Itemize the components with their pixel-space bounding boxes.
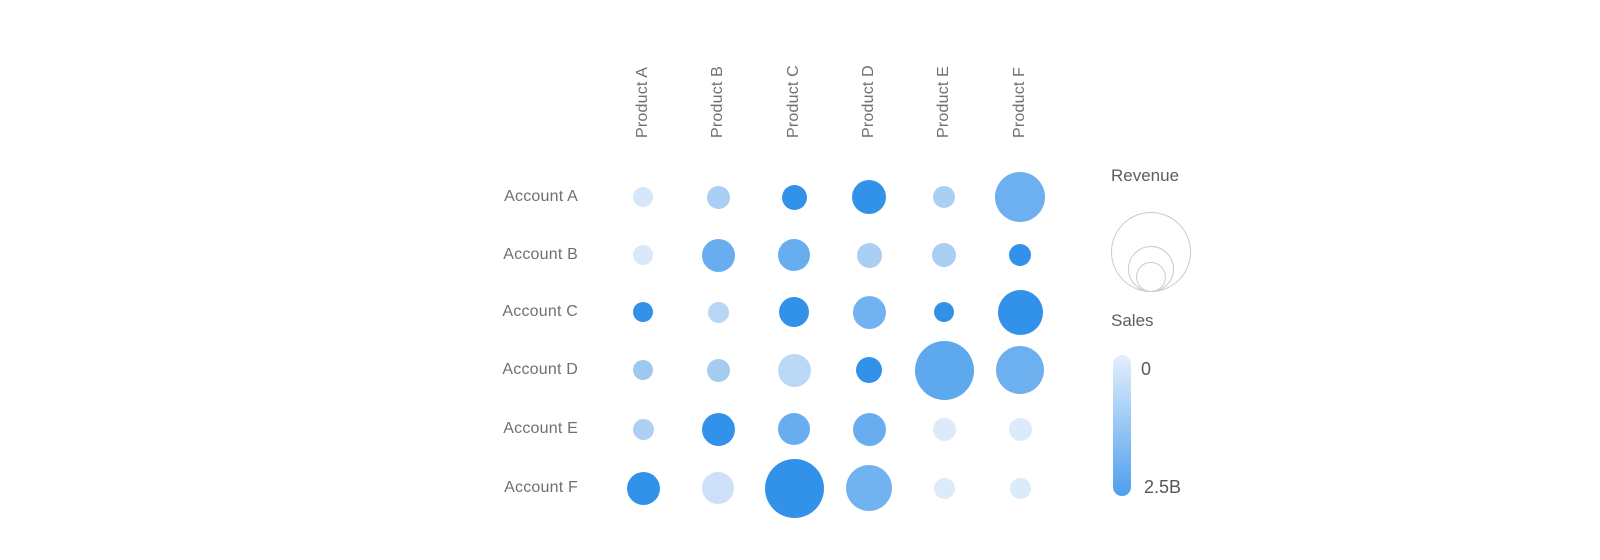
sales-min-tick: 0 (1141, 359, 1152, 379)
bubble-account-f-product-b[interactable] (702, 472, 734, 504)
bubble-account-d-product-a[interactable] (633, 360, 653, 380)
bubble-account-f-product-e[interactable] (933, 477, 955, 499)
bubble-account-f-product-f[interactable] (1009, 477, 1031, 499)
bubble-account-b-product-a[interactable] (633, 245, 653, 265)
bubble-account-a-product-b[interactable] (706, 185, 730, 209)
bubble-account-f-product-a[interactable] (626, 471, 660, 505)
row-label-account-f: Account F (504, 479, 578, 496)
col-label-product-c: Product C (785, 65, 802, 138)
bubble-account-b-product-b[interactable] (701, 238, 735, 272)
bubble-account-a-product-f[interactable] (995, 172, 1045, 222)
bubble-account-d-product-c[interactable] (777, 353, 811, 387)
bubble-account-e-product-a[interactable] (632, 418, 654, 440)
bubble-account-c-product-c[interactable] (779, 297, 809, 327)
bubble-account-d-product-e[interactable] (914, 340, 974, 400)
sales-legend-title: Sales (1111, 311, 1154, 330)
bubble-account-b-product-e[interactable] (932, 243, 956, 267)
col-label-product-d: Product D (860, 65, 877, 138)
col-label-product-e: Product E (935, 65, 952, 138)
bubble-account-e-product-b[interactable] (701, 412, 735, 446)
col-label-product-a: Product A (634, 66, 651, 138)
sales-max-tick: 2.5B (1144, 477, 1182, 497)
col-label-product-b: Product B (709, 65, 726, 138)
bubble-account-f-product-c[interactable] (764, 458, 824, 518)
bubble-account-a-product-e[interactable] (933, 186, 955, 208)
row-label-account-a: Account A (504, 188, 578, 205)
bubble-account-b-product-d[interactable] (856, 242, 882, 268)
bubble-account-f-product-d[interactable] (846, 465, 892, 511)
bubble-account-c-product-e[interactable] (934, 302, 954, 322)
bubble-account-d-product-b[interactable] (706, 358, 730, 382)
row-label-account-c: Account C (502, 303, 578, 320)
revenue-legend-circle-3 (1136, 262, 1166, 292)
row-label-account-b: Account B (503, 246, 578, 263)
bubble-account-a-product-a[interactable] (633, 187, 653, 207)
col-label-product-f: Product F (1011, 66, 1028, 138)
revenue-legend-title: Revenue (1111, 166, 1180, 185)
bubble-account-b-product-f[interactable] (1009, 244, 1031, 266)
bubble-account-c-product-d[interactable] (852, 295, 886, 329)
bubble-account-e-product-f[interactable] (1008, 417, 1032, 441)
bubble-account-e-product-e[interactable] (932, 417, 956, 441)
bubble-account-d-product-d[interactable] (856, 357, 882, 383)
bubble-account-a-product-c[interactable] (781, 184, 807, 210)
bubble-account-d-product-f[interactable] (996, 346, 1044, 394)
bubble-account-a-product-d[interactable] (852, 180, 886, 214)
bubble-account-c-product-a[interactable] (633, 302, 653, 322)
sales-gradient-bar (1113, 355, 1131, 496)
bubble-account-e-product-c[interactable] (778, 413, 810, 445)
row-label-account-e: Account E (503, 420, 578, 437)
bubble-account-c-product-b[interactable] (707, 301, 729, 323)
row-label-account-d: Account D (502, 361, 578, 378)
bubble-account-b-product-c[interactable] (778, 239, 810, 271)
bubble-account-e-product-d[interactable] (852, 412, 886, 446)
bubble-account-c-product-f[interactable] (997, 289, 1043, 335)
